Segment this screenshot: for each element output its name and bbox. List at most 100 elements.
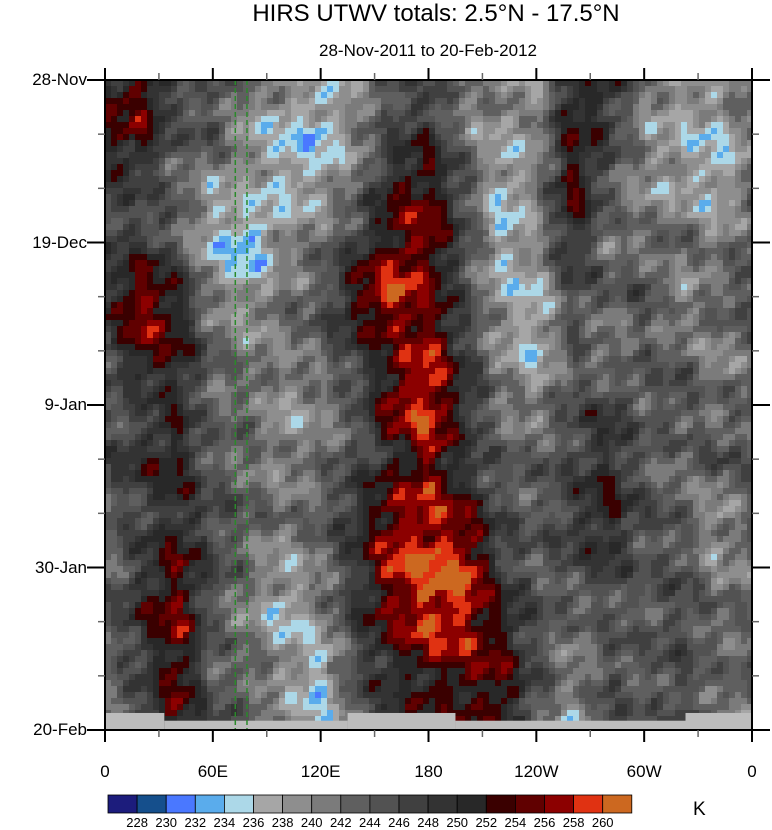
- contour-cell: [729, 80, 736, 87]
- contour-cell: [303, 266, 310, 273]
- contour-cell: [219, 284, 226, 291]
- contour-cell: [597, 110, 604, 117]
- contour-cell: [735, 164, 742, 171]
- contour-cell: [333, 236, 340, 243]
- contour-cell: [567, 104, 574, 111]
- contour-cell: [195, 284, 202, 291]
- contour-cell: [369, 284, 376, 291]
- contour-cell: [477, 152, 484, 159]
- contour-cell: [663, 272, 670, 279]
- contour-cell: [681, 284, 688, 291]
- contour-cell: [435, 188, 442, 195]
- contour-cell: [507, 284, 514, 291]
- contour-cell: [501, 146, 508, 153]
- contour-cell: [483, 134, 490, 141]
- contour-cell: [291, 284, 298, 291]
- contour-cell: [417, 284, 424, 291]
- contour-cell: [669, 122, 676, 129]
- contour-cell: [435, 206, 442, 213]
- contour-cell: [195, 152, 202, 159]
- contour-cell: [699, 134, 706, 141]
- contour-cell: [675, 188, 682, 195]
- contour-cell: [573, 92, 580, 99]
- contour-cell: [699, 194, 706, 201]
- contour-cell: [219, 200, 226, 207]
- contour-cell: [597, 80, 604, 87]
- contour-cell: [159, 80, 166, 87]
- contour-cell: [585, 206, 592, 213]
- contour-cell: [291, 260, 298, 267]
- contour-cell: [573, 176, 580, 183]
- contour-cell: [699, 314, 706, 321]
- contour-cell: [639, 206, 646, 213]
- contour-cell: [597, 152, 604, 159]
- contour-cell: [267, 260, 274, 267]
- contour-cell: [183, 230, 190, 237]
- contour-cell: [111, 122, 118, 129]
- contour-cell: [729, 128, 736, 135]
- contour-cell: [183, 254, 190, 261]
- contour-cell: [441, 134, 448, 141]
- contour-cell: [411, 116, 418, 123]
- contour-cell: [447, 242, 454, 249]
- contour-cell: [315, 140, 322, 147]
- contour-cell: [105, 260, 112, 267]
- contour-cell: [459, 86, 466, 93]
- contour-cell: [657, 206, 664, 213]
- contour-cell: [603, 302, 610, 309]
- contour-cell: [111, 206, 118, 213]
- contour-cell: [639, 158, 646, 165]
- contour-cell: [639, 200, 646, 207]
- contour-cell: [579, 86, 586, 93]
- contour-cell: [579, 236, 586, 243]
- contour-cell: [279, 140, 286, 147]
- contour-cell: [309, 122, 316, 129]
- contour-cell: [417, 200, 424, 207]
- contour-cell: [651, 188, 658, 195]
- contour-cell: [171, 134, 178, 141]
- contour-cell: [405, 104, 412, 111]
- contour-cell: [177, 146, 184, 153]
- contour-cell: [567, 128, 574, 135]
- contour-cell: [687, 338, 694, 345]
- contour-cell: [345, 332, 352, 339]
- contour-cell: [357, 200, 364, 207]
- contour-cell: [735, 170, 742, 177]
- contour-cell: [729, 320, 736, 327]
- contour-cell: [651, 116, 658, 123]
- contour-cell: [111, 344, 118, 351]
- contour-cell: [681, 86, 688, 93]
- contour-cell: [243, 308, 250, 315]
- contour-cell: [213, 110, 220, 117]
- contour-cell: [381, 218, 388, 225]
- contour-cell: [693, 122, 700, 129]
- contour-cell: [741, 302, 748, 309]
- contour-cell: [141, 176, 148, 183]
- contour-cell: [327, 284, 334, 291]
- contour-cell: [705, 86, 712, 93]
- contour-cell: [435, 80, 442, 87]
- contour-cell: [237, 134, 244, 141]
- contour-cell: [675, 338, 682, 345]
- contour-cell: [201, 152, 208, 159]
- contour-cell: [393, 140, 400, 147]
- contour-cell: [291, 110, 298, 117]
- contour-cell: [735, 218, 742, 225]
- contour-cell: [183, 290, 190, 297]
- contour-cell: [525, 242, 532, 249]
- contour-cell: [165, 302, 172, 309]
- contour-cell: [645, 338, 652, 345]
- contour-cell: [483, 284, 490, 291]
- contour-cell: [297, 320, 304, 327]
- contour-cell: [465, 350, 472, 357]
- contour-cell: [189, 326, 196, 333]
- contour-cell: [225, 356, 232, 363]
- contour-cell: [633, 176, 640, 183]
- contour-cell: [321, 212, 328, 219]
- contour-cell: [597, 332, 604, 339]
- contour-cell: [141, 80, 148, 87]
- contour-cell: [675, 128, 682, 135]
- contour-cell: [201, 242, 208, 249]
- contour-cell: [603, 308, 610, 315]
- contour-cell: [393, 338, 400, 345]
